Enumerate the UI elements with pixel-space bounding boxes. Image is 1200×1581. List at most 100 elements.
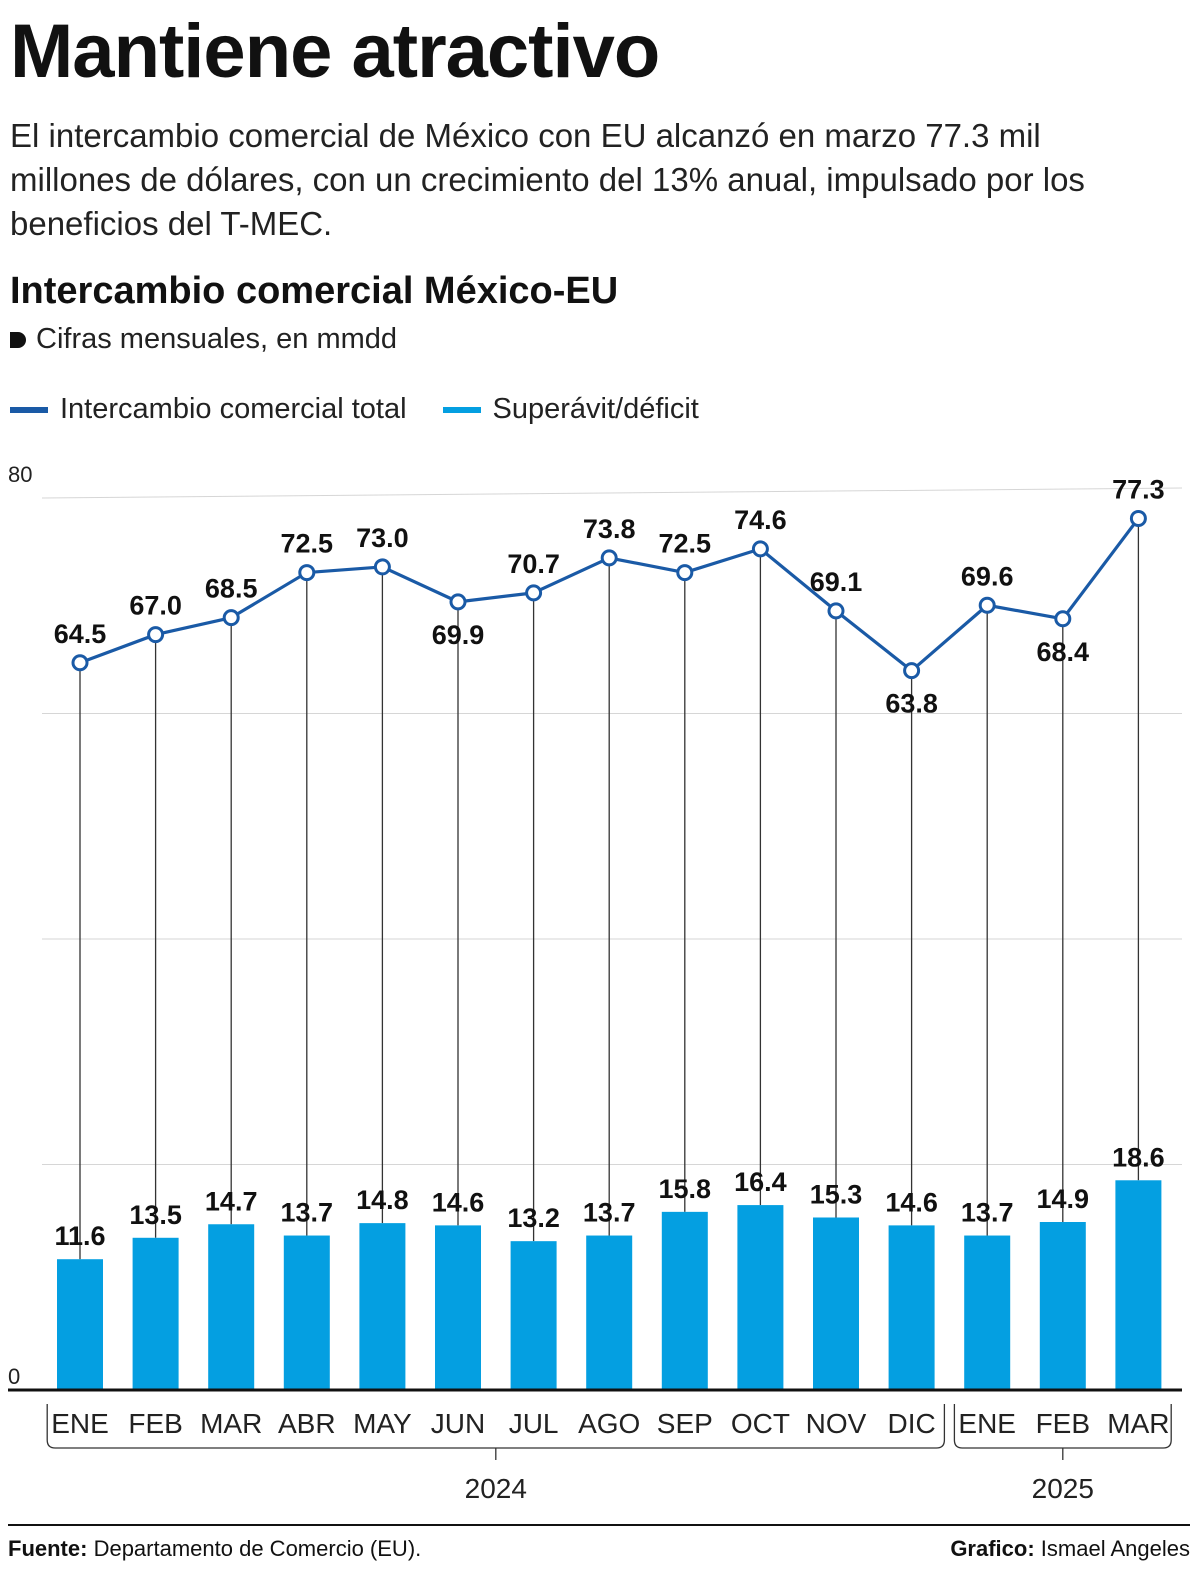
line-point-4 bbox=[373, 558, 391, 576]
bar-12 bbox=[964, 1235, 1011, 1390]
legend: Intercambio comercial total Superávit/dé… bbox=[10, 395, 735, 424]
legend-item-total: Intercambio comercial total bbox=[10, 395, 407, 424]
x-tick-label-12: ENE bbox=[958, 1408, 1016, 1439]
line-label-2: 68.5 bbox=[205, 574, 258, 604]
bar-label-6: 13.2 bbox=[507, 1203, 560, 1233]
chart-subtitle: Cifras mensuales, en mmdd bbox=[10, 325, 397, 354]
line-label-9: 74.6 bbox=[734, 505, 787, 535]
bar-label-0: 11.6 bbox=[54, 1221, 105, 1251]
headline: Mantiene atractivo bbox=[10, 9, 660, 94]
line-label-7: 73.8 bbox=[583, 514, 636, 544]
bar-6 bbox=[510, 1241, 557, 1390]
year-label-2025: 2025 bbox=[1032, 1473, 1094, 1504]
gridline-80 bbox=[41, 487, 1183, 499]
bar-label-8: 15.8 bbox=[659, 1174, 712, 1204]
bar-10 bbox=[813, 1217, 859, 1390]
bar-2 bbox=[208, 1224, 255, 1390]
line-label-3: 72.5 bbox=[281, 529, 334, 559]
y-tick-label-80: 80 bbox=[8, 462, 32, 487]
line-point-8 bbox=[676, 564, 694, 582]
legend-swatch-balance bbox=[442, 406, 481, 413]
line-point-12 bbox=[978, 596, 996, 614]
bar-label-9: 16.4 bbox=[734, 1167, 787, 1197]
line-label-10: 69.1 bbox=[810, 567, 863, 597]
line-point-9 bbox=[751, 540, 769, 558]
line-point-13 bbox=[1054, 610, 1072, 628]
x-tick-label-9: OCT bbox=[731, 1408, 790, 1439]
bar-label-13: 14.9 bbox=[1037, 1184, 1090, 1214]
bar-5 bbox=[435, 1225, 481, 1390]
credit-label: Grafico: bbox=[950, 1536, 1035, 1561]
line-label-14: 77.3 bbox=[1112, 474, 1165, 504]
source-note: Fuente: Departamento de Comercio (EU). bbox=[8, 1536, 421, 1562]
line-point-0 bbox=[71, 654, 89, 672]
x-tick-label-13: FEB bbox=[1036, 1408, 1090, 1439]
source-label: Fuente: bbox=[8, 1536, 88, 1561]
x-tick-label-1: FEB bbox=[128, 1408, 182, 1439]
legend-label-total: Intercambio comercial total bbox=[60, 393, 407, 425]
line-label-13: 68.4 bbox=[1037, 637, 1090, 667]
line-point-1 bbox=[147, 626, 165, 644]
chart-svg: 0 80 11.6 13.5 14.7 13.7 14.8 14.6 13.2 13.7 15.8 1… bbox=[8, 462, 1183, 1504]
bar-label-5: 14.6 bbox=[432, 1187, 485, 1217]
x-tick-label-0: ENE bbox=[51, 1408, 109, 1439]
x-tick-label-14: MAR bbox=[1107, 1408, 1169, 1439]
line-label-6: 70.7 bbox=[507, 549, 560, 579]
credit-text: Ismael Angeles bbox=[1040, 1536, 1190, 1561]
line-label-11: 63.8 bbox=[885, 689, 938, 719]
year-label-2024: 2024 bbox=[465, 1473, 527, 1504]
source-text: Departamento de Comercio (EU). bbox=[93, 1536, 422, 1561]
chart-subtitle-text: Cifras mensuales, en mmdd bbox=[36, 323, 398, 355]
bar-14 bbox=[1115, 1180, 1162, 1390]
bar-11 bbox=[888, 1225, 935, 1390]
chart-title: Intercambio comercial México-EU bbox=[10, 270, 619, 312]
x-tick-label-8: SEP bbox=[657, 1408, 713, 1439]
line-point-2 bbox=[222, 609, 240, 627]
bar-4 bbox=[359, 1223, 406, 1390]
footer: Fuente: Departamento de Comercio (EU). G… bbox=[8, 1524, 1190, 1562]
bar-1 bbox=[132, 1237, 179, 1390]
line-point-6 bbox=[525, 584, 543, 602]
line-label-0: 64.5 bbox=[54, 619, 107, 649]
subtitle-bullet-icon bbox=[10, 331, 26, 348]
line-point-10 bbox=[827, 602, 845, 620]
line-point-7 bbox=[600, 549, 618, 567]
x-tick-label-2: MAR bbox=[200, 1408, 262, 1439]
bar-label-3: 13.7 bbox=[281, 1198, 334, 1228]
x-tick-label-7: AGO bbox=[578, 1408, 640, 1439]
line-label-8: 72.5 bbox=[659, 529, 712, 559]
bar-8 bbox=[661, 1211, 708, 1390]
bar-label-2: 14.7 bbox=[205, 1186, 258, 1216]
bar-label-11: 14.6 bbox=[885, 1187, 938, 1217]
bar-3 bbox=[283, 1235, 330, 1390]
x-tick-label-11: DIC bbox=[887, 1408, 935, 1439]
bar-13 bbox=[1039, 1222, 1086, 1390]
bar-9 bbox=[737, 1205, 784, 1390]
x-tick-label-3: ABR bbox=[278, 1408, 336, 1439]
y-tick-label-0: 0 bbox=[8, 1364, 20, 1389]
line-point-5 bbox=[449, 593, 467, 611]
bar-label-14: 18.6 bbox=[1112, 1142, 1165, 1172]
line-label-1: 67.0 bbox=[129, 591, 182, 621]
bar-label-7: 13.7 bbox=[583, 1198, 636, 1228]
bar-label-4: 14.8 bbox=[356, 1185, 409, 1215]
credit-note: Grafico: Ismael Angeles bbox=[950, 1536, 1190, 1562]
legend-swatch-total bbox=[10, 406, 48, 413]
bar-label-12: 13.7 bbox=[961, 1198, 1014, 1228]
bar-label-10: 15.3 bbox=[810, 1179, 863, 1209]
line-label-12: 69.6 bbox=[961, 561, 1014, 591]
bar-7 bbox=[586, 1235, 633, 1390]
line-label-4: 73.0 bbox=[356, 523, 409, 553]
x-tick-label-10: NOV bbox=[806, 1408, 867, 1439]
bar-0 bbox=[57, 1259, 103, 1390]
intro-text: El intercambio comercial de México con E… bbox=[10, 117, 1085, 242]
legend-label-balance: Superávit/déficit bbox=[492, 393, 699, 425]
line-label-5: 69.9 bbox=[432, 620, 485, 650]
x-tick-label-6: JUL bbox=[509, 1408, 559, 1439]
x-tick-label-5: JUN bbox=[431, 1408, 485, 1439]
x-tick-label-4: MAY bbox=[353, 1408, 412, 1439]
bar-label-1: 13.5 bbox=[129, 1200, 182, 1230]
legend-item-balance: Superávit/déficit bbox=[442, 393, 699, 425]
line-point-14 bbox=[1129, 509, 1147, 527]
line-point-3 bbox=[298, 564, 316, 582]
